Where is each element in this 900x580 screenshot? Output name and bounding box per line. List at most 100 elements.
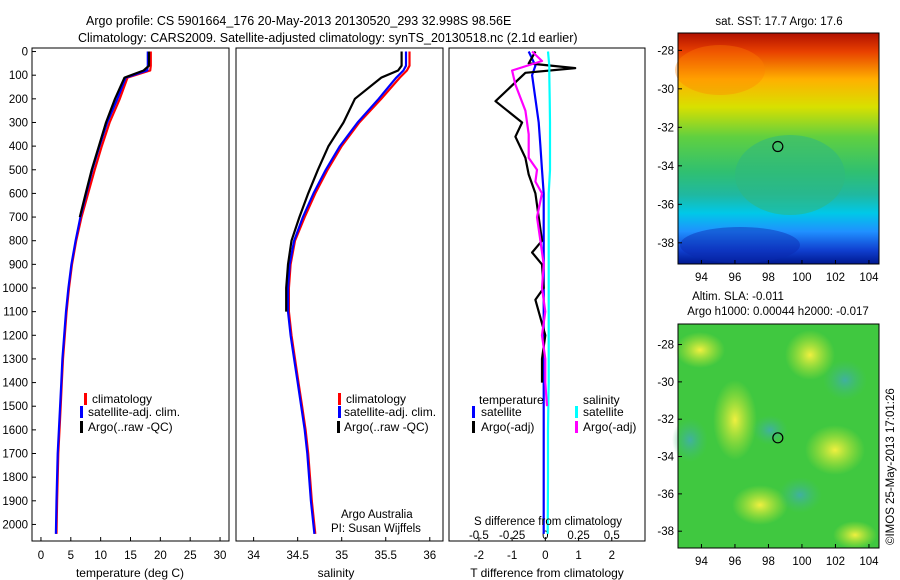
- depth-tick-label: 0: [22, 47, 28, 59]
- map-lat-tick-label: -34: [657, 161, 674, 173]
- depth-tick-label: 2000: [2, 519, 28, 531]
- map-lat-tick-label: -28: [657, 340, 674, 352]
- x-tick-label: 35.5: [375, 550, 397, 562]
- legend-swatch-sal-satellite: [575, 406, 578, 418]
- sla-high-blob: [732, 485, 788, 525]
- depth-tick-label: 100: [9, 70, 28, 82]
- sla-map-tick-labels: 94 96 98 100 102 104 -28 -30 -32 -34 -36 -38: [657, 340, 879, 568]
- depth-tick-label: 500: [9, 165, 28, 177]
- legend-climatology: climatology: [346, 392, 406, 406]
- sla-low-blob: [778, 477, 822, 513]
- depth-tick-label: 1300: [2, 354, 28, 366]
- sst-map: sat. SST: 17.7 Argo: 17.6 94 96 98 100 102 10…: [657, 16, 880, 284]
- x-tick-label: -2: [474, 550, 484, 562]
- argo-position-marker: [772, 432, 784, 444]
- depth-tick-label: 800: [9, 236, 28, 248]
- sla-high-blob: [833, 521, 877, 549]
- salinity-axes-frame: [235, 47, 444, 542]
- map-lon-tick-label: 96: [729, 556, 742, 568]
- legend-sal-argo: Argo(-adj): [583, 420, 636, 434]
- legend-swatch-satellite: [338, 406, 341, 418]
- difference-legend: temperature salinity satellite Argo(-adj…: [472, 393, 636, 434]
- map-lon-tick-label: 98: [762, 272, 775, 284]
- depth-tick-label: 300: [9, 117, 28, 129]
- depth-tick-label: 900: [9, 259, 28, 271]
- depth-tick-label: 1100: [3, 307, 28, 319]
- s-diff-tick-label: 0: [542, 530, 548, 542]
- legend-temp-satellite: satellite: [481, 405, 522, 419]
- map-lat-tick-label: -32: [657, 414, 674, 426]
- map-lat-tick-label: -32: [657, 122, 674, 134]
- series-line-argo-raw-qc-: [285, 51, 403, 312]
- sst-warm-patch: [675, 45, 765, 95]
- depth-tick-label: 1500: [2, 401, 28, 413]
- legend-argo: Argo(..raw -QC): [88, 420, 173, 434]
- legend-group-temperature: temperature: [479, 393, 544, 407]
- x-tick-label: 35: [335, 550, 348, 562]
- legend-swatch-sal-argo: [575, 421, 578, 433]
- series-line-satellite-adj-clim-: [286, 51, 408, 535]
- map-lon-tick-label: 104: [859, 556, 879, 568]
- temperature-xlabel: temperature (deg C): [76, 566, 184, 580]
- sla-low-blob: [672, 418, 708, 462]
- legend-swatch-temp-argo: [472, 421, 475, 433]
- sla-map-title-line1: Altim. SLA: -0.011: [692, 291, 784, 303]
- x-tick-label: 2: [609, 550, 615, 562]
- annotation-argo-australia: Argo Australia: [341, 509, 413, 521]
- temperature-legend: climatology satellite-adj. clim. Argo(..…: [80, 392, 180, 434]
- map-lon-tick-label: 100: [792, 556, 811, 568]
- sla-map: Altim. SLA: -0.011 Argo h1000: 0.00044 h…: [657, 291, 880, 568]
- x-tick-label: 10: [94, 550, 107, 562]
- s-diff-tick-label: 0.25: [567, 530, 589, 542]
- depth-tick-label: 1900: [2, 496, 28, 508]
- legend-temp-argo: Argo(-adj): [481, 420, 534, 434]
- x-tick-label: 0: [542, 550, 548, 562]
- x-tick-label: 34: [247, 550, 260, 562]
- legend-swatch-climatology: [338, 393, 341, 405]
- sla-field: [672, 324, 879, 549]
- map-lat-tick-label: -30: [657, 84, 674, 96]
- map-lon-tick-label: 94: [695, 272, 708, 284]
- map-lat-tick-label: -34: [657, 452, 674, 464]
- depth-tick-label: 1800: [2, 472, 28, 484]
- sst-map-frame: [677, 32, 880, 265]
- s-diff-tick-label: -0.25: [499, 530, 525, 542]
- map-lat-tick-label: -36: [657, 489, 674, 501]
- s-diff-tick-label: 0.5: [604, 530, 620, 542]
- map-lat-tick-label: -38: [657, 238, 674, 250]
- sla-high-blob: [675, 332, 725, 368]
- x-tick-label: 5: [68, 550, 74, 562]
- map-lon-tick-label: 102: [826, 272, 845, 284]
- sst-field: [675, 33, 879, 264]
- x-tick-label: 15: [124, 550, 137, 562]
- x-tick-label: 34.5: [286, 550, 308, 562]
- depth-tick-label: 1200: [2, 330, 28, 342]
- x-tick-label: 0: [38, 550, 44, 562]
- series-line-salinity-argo-adj-: [510, 50, 549, 407]
- x-tick-label: 25: [184, 550, 197, 562]
- legend-swatch-satellite: [80, 406, 83, 418]
- depth-tick-label: 1700: [2, 449, 28, 461]
- figure-title-line1: Argo profile: CS 5901664_176 20-May-2013…: [86, 14, 511, 28]
- series-line-temperature-satellite: [527, 51, 545, 534]
- series-line-argo-raw-qc-: [78, 51, 151, 218]
- annotation-pi: PI: Susan Wijffels: [331, 523, 421, 535]
- map-lat-tick-label: -38: [657, 526, 674, 538]
- salinity-tick-labels: 34 34.5 35 35.5 36: [247, 537, 436, 562]
- legend-sal-satellite: satellite: [583, 405, 624, 419]
- map-lon-tick-label: 96: [729, 272, 742, 284]
- series-line-temperature-argo-adj-: [494, 50, 577, 383]
- x-tick-label: 20: [154, 550, 167, 562]
- legend-swatch-argo: [80, 421, 83, 433]
- depth-tick-labels: 0 100 200 300 400 500 600 700 800 900 1000 1100 1200…: [2, 47, 453, 531]
- depth-tick-label: 400: [9, 141, 28, 153]
- s-diff-axis-label: S difference from climatology: [474, 516, 622, 528]
- depth-tick-label: 1000: [2, 283, 28, 295]
- t-diff-tick-labels: -2 -1 0 1 2: [474, 537, 615, 562]
- argo-position-marker: [772, 140, 784, 153]
- legend-group-salinity: salinity: [583, 393, 620, 407]
- series-line-satellite-adj-clim-: [54, 51, 149, 534]
- map-lon-tick-label: 104: [859, 272, 879, 284]
- sla-low-blob: [752, 415, 788, 445]
